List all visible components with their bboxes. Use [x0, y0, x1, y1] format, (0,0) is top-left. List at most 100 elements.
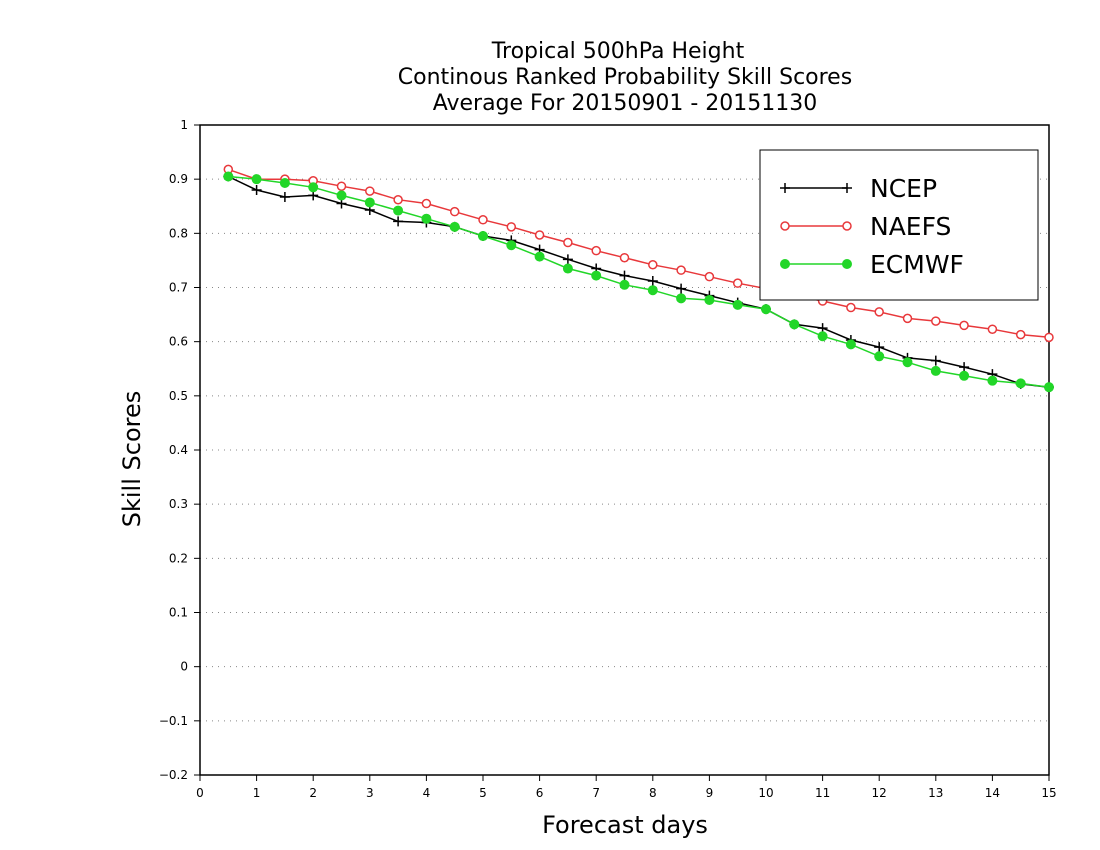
x-tick-label: 5: [479, 786, 487, 800]
data-point-ecmwf: [223, 171, 234, 182]
data-point-ecmwf: [817, 331, 828, 342]
data-point-naefs: [534, 230, 545, 240]
data-point-naefs: [704, 271, 715, 282]
data-point-ecmwf: [704, 294, 715, 305]
data-point-ecmwf: [789, 319, 800, 330]
data-point-ecmwf: [591, 270, 602, 281]
legend-label-naefs: NAEFS: [870, 212, 951, 241]
x-tick-label: 14: [985, 786, 1000, 800]
data-point-ecmwf: [987, 375, 998, 386]
y-tick-label: 1: [180, 118, 188, 132]
data-point-ncep: [562, 254, 573, 265]
data-point-ecmwf: [478, 231, 488, 242]
data-point-naefs: [874, 307, 884, 317]
y-tick-label: −0.1: [159, 714, 188, 728]
data-point-naefs: [393, 195, 403, 205]
data-point-naefs: [478, 215, 488, 225]
x-tick-label: 11: [815, 786, 830, 800]
data-point-naefs: [902, 313, 913, 324]
y-tick-label: 0.4: [169, 443, 188, 457]
data-point-naefs: [506, 222, 517, 232]
y-tick-label: 0: [180, 660, 188, 674]
data-point-naefs: [591, 245, 601, 256]
series-ecmwf: [223, 171, 1054, 393]
legend-item-ecmwf: ECMWF: [780, 250, 964, 279]
data-point-ecmwf: [336, 190, 347, 201]
data-point-naefs: [676, 265, 686, 275]
data-point-ecmwf: [1044, 382, 1054, 393]
data-point-ecmwf: [534, 251, 545, 262]
x-tick-label: 2: [309, 786, 317, 800]
x-tick-label: 0: [196, 786, 204, 800]
chart-title-line-1: Tropical 500hPa Height: [491, 39, 745, 64]
x-tick-label: 9: [706, 786, 714, 800]
data-point-ncep: [279, 192, 290, 203]
legend: NCEP NAEFS ECMWF: [759, 149, 1039, 301]
data-point-ecmwf: [676, 293, 687, 304]
data-point-ecmwf: [364, 197, 375, 208]
data-point-ecmwf: [506, 240, 517, 251]
data-point-ecmwf: [449, 221, 460, 232]
y-tick-label: 0.2: [169, 551, 188, 565]
x-tick-label: 12: [872, 786, 887, 800]
legend-item-ncep: NCEP: [780, 174, 937, 203]
x-tick-label: 3: [366, 786, 374, 800]
y-tick-label: 0.8: [169, 226, 188, 240]
data-point-naefs: [449, 206, 460, 217]
data-point-naefs: [336, 181, 347, 191]
x-tick-label: 15: [1041, 786, 1056, 800]
data-point-naefs: [846, 302, 856, 313]
data-point-naefs: [1015, 329, 1026, 340]
y-tick-label: −0.2: [159, 768, 188, 782]
x-tick-label: 13: [928, 786, 943, 800]
axes: −0.2−0.100.10.20.30.40.50.60.70.80.910 1 2…: [159, 118, 1057, 800]
y-tick-label: 0.3: [169, 497, 188, 511]
data-series: [223, 164, 1054, 393]
chart-title-line-3: Average For 20150901 - 20151130: [433, 91, 818, 116]
data-point-ecmwf: [761, 304, 771, 315]
data-point-naefs: [959, 320, 969, 331]
data-point-ecmwf: [279, 177, 290, 188]
y-tick-label: 0.5: [169, 389, 188, 403]
data-point-ncep: [959, 362, 970, 373]
data-point-ecmwf: [845, 339, 856, 350]
data-point-naefs: [563, 237, 573, 248]
data-point-ncep: [619, 270, 630, 281]
data-point-ecmwf: [308, 182, 319, 193]
data-point-naefs: [931, 316, 941, 326]
x-tick-label: 4: [423, 786, 431, 800]
legend-item-naefs: NAEFS: [780, 212, 951, 241]
data-point-ecmwf: [251, 174, 262, 185]
data-point-naefs: [1044, 332, 1054, 343]
x-tick-label: 8: [649, 786, 657, 800]
data-point-ecmwf: [874, 351, 885, 362]
y-axis-title: Skill Scores: [118, 391, 146, 528]
data-point-naefs: [732, 278, 743, 288]
data-point-ncep: [251, 185, 262, 195]
legend-label-ecmwf: ECMWF: [870, 250, 964, 279]
y-tick-label: 0.1: [169, 606, 188, 620]
data-point-ecmwf: [421, 213, 432, 224]
data-point-ncep: [647, 276, 658, 286]
y-tick-label: 0.9: [169, 172, 188, 186]
data-point-ecmwf: [619, 279, 630, 290]
legend-marker-ncep: [842, 183, 852, 193]
data-point-ncep: [393, 216, 404, 227]
legend-label-ncep: NCEP: [870, 174, 937, 203]
data-point-naefs: [421, 198, 432, 209]
data-point-ecmwf: [959, 370, 970, 381]
data-point-naefs: [365, 186, 375, 196]
y-tick-label: 0.6: [169, 335, 188, 349]
data-point-ncep: [676, 283, 687, 294]
legend-marker-ecmwf: [780, 259, 790, 269]
x-axis-title: Forecast days: [542, 811, 708, 839]
data-point-ncep: [874, 342, 885, 353]
chart-title-line-2: Continous Ranked Probability Skill Score…: [398, 65, 852, 90]
legend-box: [759, 149, 1039, 301]
legend-marker-naefs: [780, 221, 790, 231]
legend-marker-ecmwf: [842, 259, 852, 269]
data-point-ncep: [930, 355, 941, 366]
data-point-ecmwf: [1015, 378, 1026, 389]
x-tick-label: 1: [253, 786, 261, 800]
